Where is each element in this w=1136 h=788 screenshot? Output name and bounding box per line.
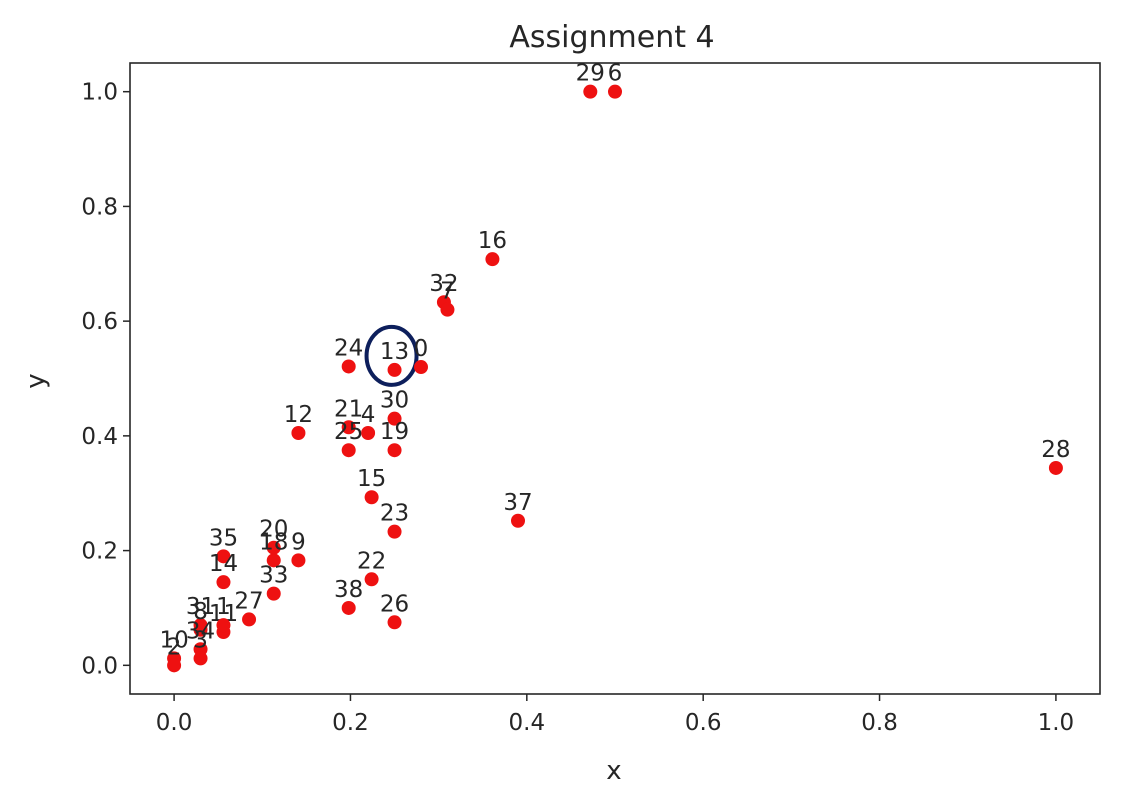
- point-label: 6: [608, 61, 623, 87]
- scatter-point: [511, 513, 525, 528]
- scatter-point: [216, 618, 231, 633]
- scatter-point: [1048, 460, 1063, 475]
- y-tick-label: 1.0: [81, 80, 118, 106]
- scatter-point: [387, 615, 402, 630]
- y-tick-label: 0.4: [81, 424, 118, 450]
- point-label: 28: [1041, 437, 1070, 463]
- point-label: 30: [380, 388, 409, 414]
- scatter-point: [266, 586, 281, 601]
- point-label: 9: [291, 529, 306, 555]
- x-axis-label: x: [606, 756, 621, 786]
- point-label: 12: [284, 402, 313, 428]
- scatter-point: [341, 443, 356, 458]
- scatter-point: [266, 540, 281, 555]
- x-tick-label: 0.4: [509, 710, 546, 736]
- scatter-point: [387, 443, 402, 458]
- y-tick-label: 0.2: [81, 539, 118, 565]
- point-label: 32: [429, 271, 458, 297]
- x-tick-label: 0.6: [685, 710, 722, 736]
- scatter-point: [361, 425, 376, 440]
- y-axis-ticks: 0.0 0.2 0.4 0.6 0.8 1.0: [81, 80, 130, 679]
- scatter-point: [387, 362, 402, 377]
- point-label: 15: [357, 466, 386, 492]
- x-tick-label: 0.8: [861, 710, 898, 736]
- point-label: 35: [209, 525, 238, 551]
- point-label: 4: [361, 402, 376, 428]
- point-label: 23: [380, 501, 409, 527]
- scatter-point: [193, 622, 208, 637]
- scatter-point: [608, 84, 622, 99]
- point-label: 37: [503, 490, 532, 516]
- scatter-point: [193, 651, 208, 666]
- scatter-point: [216, 549, 231, 564]
- point-label: 25: [334, 419, 363, 445]
- point-label: 22: [357, 548, 386, 574]
- scatter-point: [485, 252, 500, 267]
- point-label: 1: [216, 594, 231, 620]
- scatter-point: [291, 425, 306, 440]
- x-tick-label: 0.2: [332, 710, 369, 736]
- point-label: 0: [414, 336, 429, 362]
- scatter-point: [364, 490, 379, 505]
- point-label: 8: [193, 599, 208, 625]
- x-tick-label: 0.0: [156, 710, 193, 736]
- y-tick-label: 0.8: [81, 194, 118, 220]
- point-label: 34: [186, 618, 215, 644]
- point-label: 7: [440, 279, 455, 305]
- y-tick-label: 0.0: [81, 653, 118, 679]
- point-label: 18: [259, 529, 288, 555]
- scatter-point: [414, 360, 428, 375]
- point-label: 3: [193, 627, 208, 653]
- point-label: 10: [159, 627, 188, 653]
- scatter-point: [341, 359, 356, 374]
- scatter-point: [291, 553, 306, 568]
- point-label: 31: [186, 594, 215, 620]
- point-label: 33: [259, 563, 288, 589]
- point-label: 13: [380, 339, 409, 365]
- highlight-circle: [364, 324, 419, 387]
- x-axis-ticks: 0.0 0.2 0.4 0.6 0.8 1.0: [156, 694, 1074, 736]
- point-label: 14: [209, 551, 238, 577]
- scatter-point: [216, 575, 231, 590]
- point-label: 16: [478, 228, 507, 254]
- scatter-point: [387, 524, 402, 539]
- scatter-point: [387, 411, 402, 426]
- point-label: 2: [167, 634, 182, 660]
- point-label: 19: [380, 419, 409, 445]
- scatter-point: [341, 600, 356, 615]
- chart-title: Assignment 4: [509, 20, 714, 55]
- point-label: 27: [234, 588, 263, 614]
- point-label: 29: [576, 61, 605, 87]
- scatter-point: [167, 658, 182, 673]
- plot-frame: [129, 62, 1101, 695]
- point-label: 38: [334, 577, 363, 603]
- scatter-point: [266, 553, 281, 568]
- scatter-point: [583, 84, 598, 99]
- point-label: 21: [334, 396, 363, 422]
- point-label: 26: [380, 591, 409, 617]
- x-tick-label: 1.0: [1038, 710, 1075, 736]
- y-tick-label: 0.6: [81, 309, 118, 335]
- scatter-point: [341, 420, 356, 435]
- point-label: 20: [259, 517, 288, 543]
- point-label: 24: [334, 335, 363, 361]
- scatter-point: [440, 302, 455, 317]
- scatter-point: [242, 612, 257, 627]
- scatter-point: [364, 572, 379, 587]
- y-axis-label: y: [21, 373, 51, 388]
